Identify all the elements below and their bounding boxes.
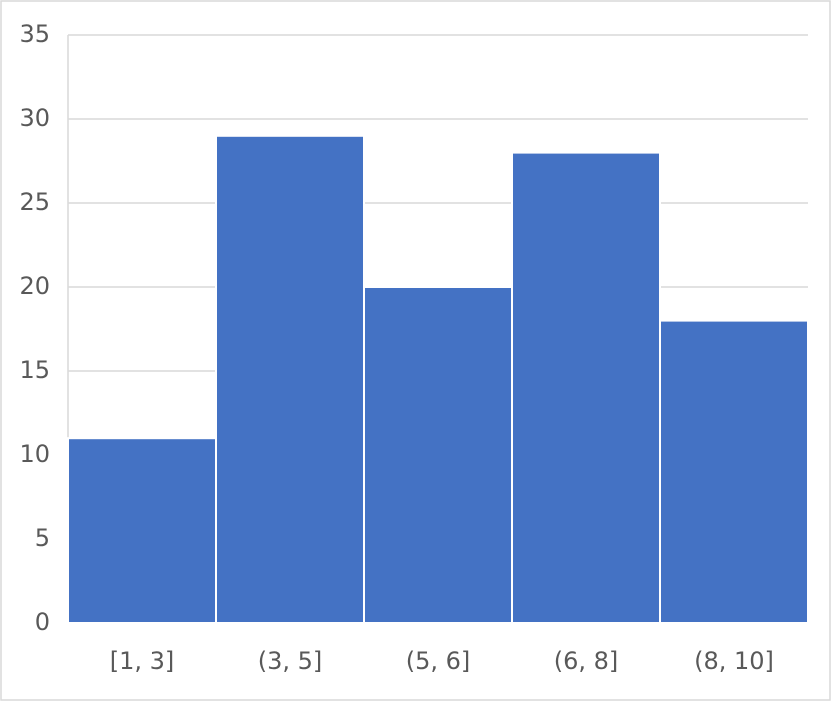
y-tick-label: 25 <box>19 188 50 216</box>
x-tick-label: (8, 10] <box>694 647 774 675</box>
bar <box>67 437 217 625</box>
y-tick-label: 20 <box>19 272 50 300</box>
x-tick-label: (5, 6] <box>406 647 471 675</box>
x-tick-label: (6, 8] <box>554 647 619 675</box>
x-tick-label: [1, 3] <box>110 647 175 675</box>
y-tick-label: 35 <box>19 20 50 48</box>
x-tick-label: (3, 5] <box>258 647 323 675</box>
y-tick-label: 10 <box>19 440 50 468</box>
bar <box>215 134 365 625</box>
bar <box>363 286 513 624</box>
bar <box>659 319 809 624</box>
bar <box>511 151 661 624</box>
y-tick-label: 0 <box>35 608 50 636</box>
y-tick-label: 5 <box>35 524 50 552</box>
y-tick-label: 30 <box>19 104 50 132</box>
y-tick-label: 15 <box>19 356 50 384</box>
